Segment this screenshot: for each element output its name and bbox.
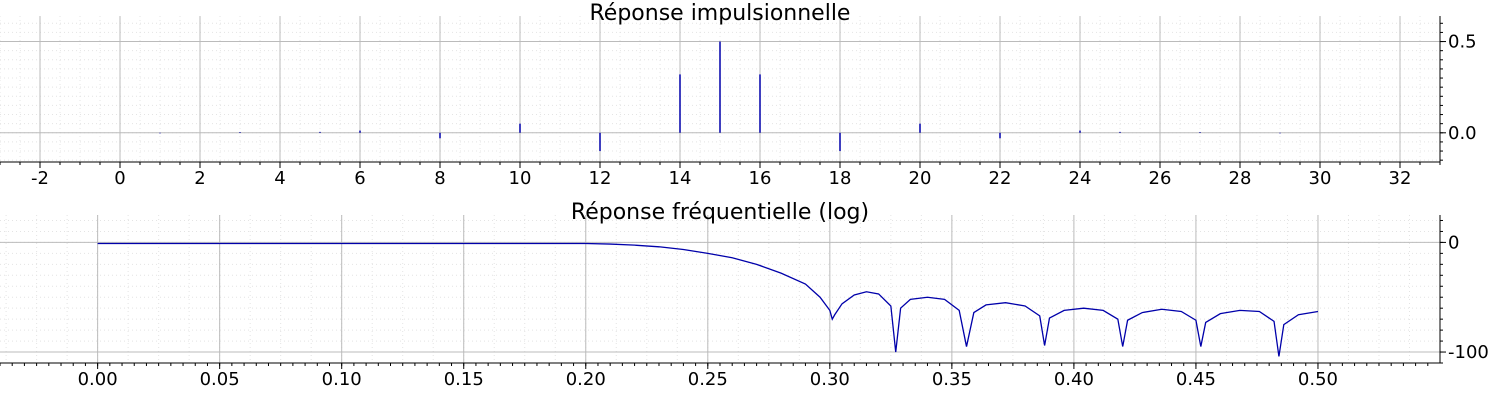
x-tick-label: 0.10 [322,369,362,390]
impulse-minor-grid [0,16,1441,162]
frequency-response-line [97,242,1319,357]
impulse-axes [0,16,1446,168]
x-tick-label: 24 [1069,168,1092,189]
x-tick-label: 0.30 [810,369,850,390]
x-tick-label: 8 [434,168,445,189]
frequency-line-group [97,242,1319,357]
x-tick-label: 6 [354,168,365,189]
x-tick-label: 20 [909,168,932,189]
x-tick-label: 0.45 [1176,369,1216,390]
frequency-title: Réponse fréquentielle (log) [571,200,869,225]
impulse-bars [159,41,1281,152]
x-tick-label: 12 [589,168,612,189]
x-tick-label: 22 [989,168,1012,189]
x-tick-label: 10 [509,168,532,189]
x-tick-label: 0 [114,168,125,189]
x-tick-label: 0.35 [932,369,972,390]
y-tick-label: 0.0 [1448,123,1477,144]
frequency-y-tick-labels: 0 -100 [1448,232,1489,363]
frequency-minor-grid [0,215,1441,364]
x-tick-label: 26 [1149,168,1172,189]
y-tick-label: 0.5 [1448,32,1477,53]
x-tick-label: 0.15 [444,369,484,390]
frequency-axes [0,215,1446,369]
x-tick-label: 0.05 [200,369,240,390]
x-tick-label: 0.20 [566,369,606,390]
x-tick-label: 0.50 [1298,369,1338,390]
x-tick-label: 4 [274,168,285,189]
frequency-response-plot: 0.00 0.05 0.10 0.15 0.20 0.25 0.30 0.35 0.40 0.45… [0,200,1489,390]
frequency-major-grid [0,215,1440,363]
x-tick-label: 18 [829,168,852,189]
impulse-title: Réponse impulsionnelle [590,1,851,26]
x-tick-label: 2 [194,168,205,189]
x-tick-label: 0.00 [78,369,118,390]
y-tick-label: 0 [1448,232,1459,253]
impulse-x-tick-labels: -2 0 2 4 6 8 10 12 14 16 18 20 22 24 26 28 30 32 [31,168,1411,189]
x-tick-label: 30 [1309,168,1332,189]
x-tick-label: 28 [1229,168,1252,189]
y-tick-label: -100 [1448,342,1489,363]
x-tick-label: 0.40 [1054,369,1094,390]
x-tick-label: 14 [669,168,692,189]
impulse-y-tick-labels: 0.0 0.5 [1448,32,1477,144]
x-tick-label: 32 [1389,168,1412,189]
frequency-x-tick-labels: 0.00 0.05 0.10 0.15 0.20 0.25 0.30 0.35 0.40 0.45… [78,369,1338,390]
x-tick-label: -2 [31,168,49,189]
x-tick-label: 16 [749,168,772,189]
impulse-response-plot: -2 0 2 4 6 8 10 12 14 16 18 20 22 24 26 28 30 32 0.00.5 R… [0,1,1477,189]
x-tick-label: 0.25 [688,369,728,390]
